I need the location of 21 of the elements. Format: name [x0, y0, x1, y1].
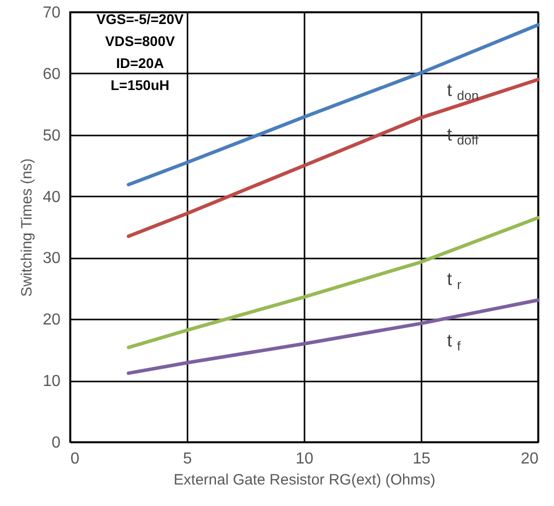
x-tick-label: 0	[70, 450, 80, 468]
annotation: ID=20A	[116, 55, 164, 71]
line-series	[126, 298, 540, 375]
y-tick-label: 60	[42, 66, 61, 83]
y-tick-label: 20	[42, 312, 61, 329]
y-tick-label: 10	[42, 373, 61, 390]
line-series	[126, 216, 540, 350]
y-tick-label: 30	[42, 250, 61, 268]
annotation: VGS=-5/=20V	[96, 11, 184, 27]
x-tick-label: 5	[183, 450, 192, 468]
y-axis-title: Switching Times (ns)	[18, 158, 36, 297]
y-tick-label: 50	[42, 127, 61, 144]
annotation: VDS=800V	[105, 33, 176, 49]
annotation: L=150uH	[110, 77, 170, 93]
x-tick-label: 15	[412, 450, 430, 468]
y-tick-label: 40	[42, 188, 61, 206]
x-tick-label: 20	[520, 450, 539, 468]
x-tick-label: 10	[296, 450, 314, 468]
y-tick-label: 0	[52, 434, 61, 452]
x-axis-title: External Gate Resistor RG(ext) (Ohms)	[174, 472, 436, 488]
y-tick-label: 70	[42, 4, 61, 22]
